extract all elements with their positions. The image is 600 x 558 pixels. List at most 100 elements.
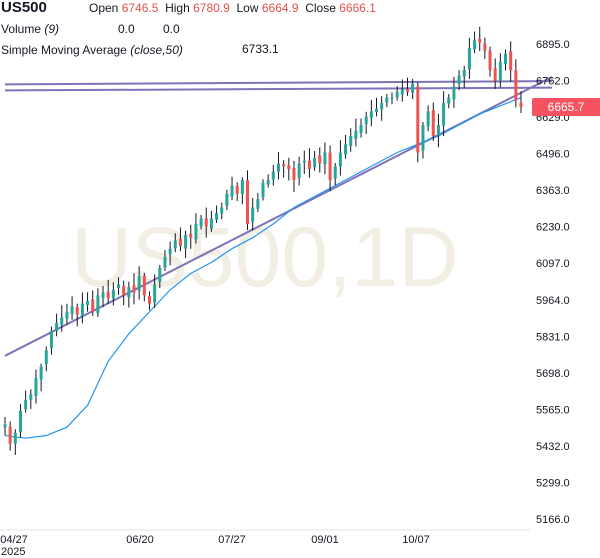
high-label: High bbox=[165, 1, 190, 15]
candle-body bbox=[225, 193, 229, 206]
candle-body bbox=[199, 218, 203, 227]
price-axis[interactable]: 6895.06762.06629.06496.06363.06230.06097… bbox=[536, 39, 570, 526]
candle bbox=[204, 207, 208, 238]
candle bbox=[380, 96, 384, 121]
candle-body bbox=[364, 116, 368, 125]
candle bbox=[55, 313, 59, 337]
y-tick-label: 6496.0 bbox=[536, 149, 570, 161]
candle bbox=[349, 128, 353, 152]
candle bbox=[307, 148, 311, 178]
candle-body bbox=[483, 43, 487, 51]
last-price-tag: 6665.7 bbox=[532, 98, 600, 116]
trendline[interactable] bbox=[4, 86, 552, 92]
candle-body bbox=[44, 350, 48, 365]
candle-body bbox=[447, 97, 451, 104]
candle bbox=[462, 65, 466, 89]
y-tick-label: 5432.0 bbox=[536, 441, 570, 453]
candle-body bbox=[313, 158, 317, 168]
candle-body bbox=[436, 125, 440, 136]
candle bbox=[292, 160, 296, 193]
candle-body bbox=[431, 110, 435, 137]
candle-body bbox=[302, 160, 306, 163]
candle bbox=[297, 156, 301, 186]
candle-body bbox=[354, 130, 358, 139]
candle-body bbox=[266, 179, 270, 185]
candle bbox=[411, 78, 415, 100]
candle bbox=[75, 303, 79, 327]
candle-body bbox=[256, 199, 260, 209]
candle-body bbox=[220, 207, 224, 214]
candle bbox=[333, 163, 337, 186]
candle-body bbox=[122, 285, 126, 296]
candle-body bbox=[390, 97, 394, 99]
candle-body bbox=[101, 292, 105, 298]
sma-indicator-label[interactable]: Simple Moving Average (close,50) bbox=[1, 43, 183, 57]
candle-body bbox=[333, 166, 337, 179]
candle bbox=[194, 213, 198, 244]
volume-indicator-label[interactable]: Volume (9) bbox=[1, 22, 59, 36]
candle bbox=[86, 292, 90, 312]
sma-polyline bbox=[4, 97, 522, 439]
candle-body bbox=[204, 218, 208, 227]
candle-body bbox=[318, 155, 322, 164]
candle-body bbox=[60, 317, 64, 325]
candle bbox=[457, 70, 461, 91]
candle bbox=[127, 281, 131, 308]
volume-value-2: 0.0 bbox=[163, 22, 180, 36]
candle bbox=[3, 417, 7, 436]
open-label: Open bbox=[89, 1, 119, 15]
time-axis[interactable]: 04/27 06/20 07/27 09/01 10/07 2025 bbox=[0, 534, 430, 558]
y-tick-label: 5831.0 bbox=[536, 331, 570, 343]
candle-body bbox=[400, 89, 404, 95]
candle-body bbox=[375, 108, 379, 112]
candle bbox=[478, 26, 482, 52]
candle-body bbox=[39, 366, 43, 380]
candle-body bbox=[323, 152, 327, 165]
candle-body bbox=[147, 296, 151, 304]
candle-body bbox=[142, 275, 146, 296]
candle bbox=[344, 135, 348, 159]
candle bbox=[436, 113, 440, 148]
y-tick-label: 5565.0 bbox=[536, 404, 570, 416]
candle bbox=[18, 404, 22, 438]
candle bbox=[65, 303, 69, 325]
candle bbox=[369, 99, 373, 127]
candle bbox=[318, 147, 322, 173]
candle bbox=[158, 265, 162, 289]
candle-body bbox=[504, 53, 508, 65]
sma-line bbox=[4, 97, 522, 439]
candle bbox=[60, 305, 64, 332]
candle bbox=[483, 37, 487, 59]
candle bbox=[96, 288, 100, 317]
candle-body bbox=[282, 163, 286, 167]
x-tick-label: 10/07 bbox=[402, 534, 430, 546]
y-tick-label: 5964.0 bbox=[536, 295, 570, 307]
candle bbox=[488, 46, 492, 77]
candle bbox=[101, 285, 105, 308]
candle bbox=[49, 326, 53, 355]
candle bbox=[271, 164, 275, 186]
candle-body bbox=[158, 267, 162, 282]
x-year-label: 2025 bbox=[1, 546, 25, 558]
trendline[interactable] bbox=[4, 80, 552, 86]
candle-body bbox=[106, 291, 110, 299]
candle bbox=[209, 210, 213, 232]
candle-body bbox=[287, 165, 291, 169]
candle-body bbox=[462, 70, 466, 77]
candle-body bbox=[442, 103, 446, 126]
candle-body bbox=[137, 276, 141, 291]
candle bbox=[431, 102, 435, 141]
candle bbox=[240, 177, 244, 205]
candle-body bbox=[498, 61, 502, 81]
candle bbox=[230, 176, 234, 201]
candle bbox=[416, 82, 420, 163]
candle bbox=[168, 241, 172, 266]
candle-body bbox=[519, 102, 523, 107]
symbol-title[interactable]: US500 bbox=[1, 0, 47, 16]
candle bbox=[122, 280, 126, 306]
candle-body bbox=[75, 307, 79, 315]
candle bbox=[199, 214, 203, 230]
candle-body bbox=[514, 70, 518, 101]
candle-body bbox=[3, 424, 7, 428]
